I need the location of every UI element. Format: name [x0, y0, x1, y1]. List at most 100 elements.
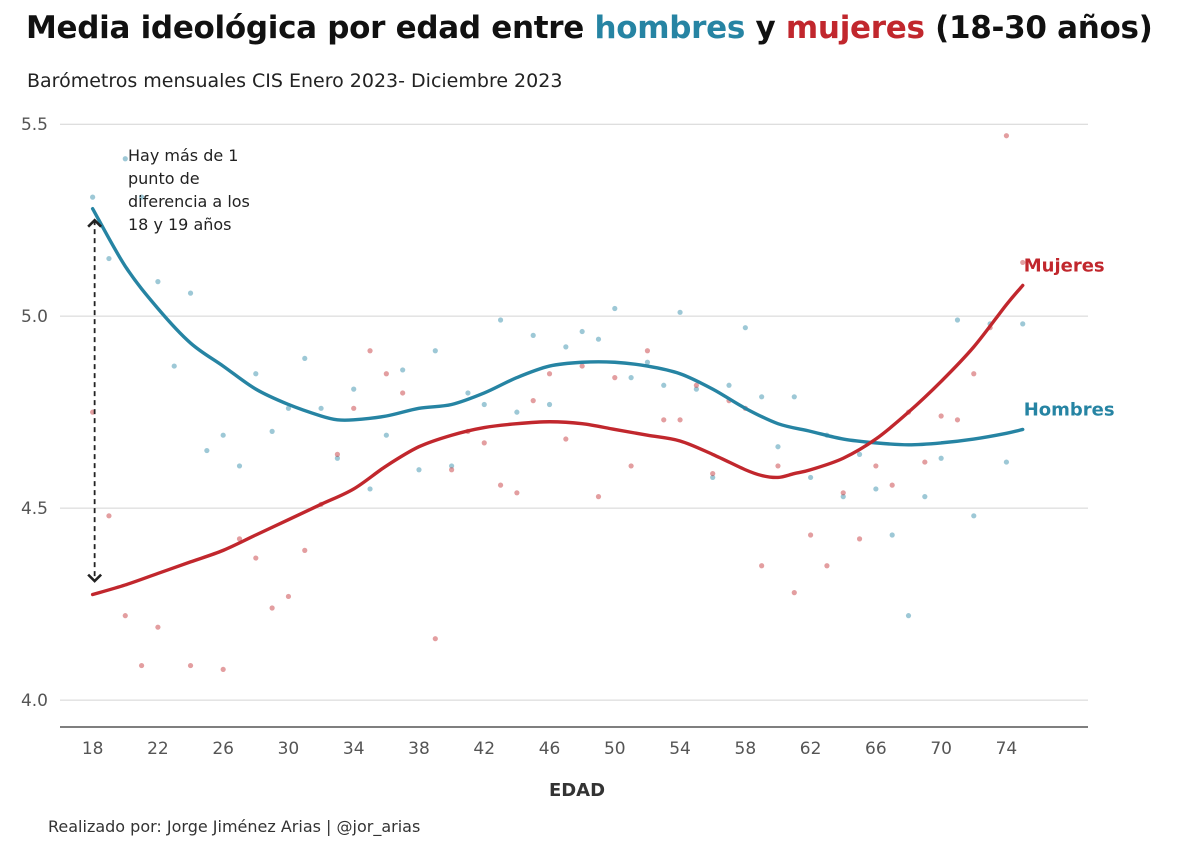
y-tick-label: 5.0: [21, 307, 48, 327]
lines-layer: Hombres Mujeres: [90, 206, 1115, 597]
mujeres-point: [432, 636, 438, 642]
mujeres-point: [661, 417, 667, 423]
hombres-point: [1003, 459, 1010, 465]
hombres-point: [579, 328, 585, 335]
hombres-point: [628, 375, 634, 381]
hombres-point: [122, 156, 128, 162]
mujeres-point: [971, 371, 977, 377]
mujeres-trend-line: [90, 283, 1025, 597]
hombres-point: [138, 194, 145, 200]
mujeres-point: [808, 532, 814, 538]
chart-subtitle: Barómetros mensuales CIS Enero 2023- Dic…: [27, 70, 563, 92]
hombres-point: [530, 332, 536, 338]
mujeres-point: [922, 459, 928, 465]
x-tick-label: 22: [147, 739, 169, 759]
title-part-1: Media ideológica por edad entre: [26, 10, 595, 46]
x-tick-label: 26: [212, 739, 234, 759]
mujeres-point: [302, 547, 308, 553]
mujeres-point: [710, 470, 716, 477]
x-tick-label: 50: [604, 739, 626, 759]
x-tick-label: 70: [930, 739, 952, 759]
y-tick-label: 4.5: [21, 499, 48, 519]
hombres-point: [302, 355, 308, 362]
mujeres-point: [579, 363, 585, 369]
chart-title: Media ideológica por edad entre hombres …: [26, 10, 1153, 46]
hombres-point: [269, 428, 275, 434]
x-axis-label: EDAD: [549, 780, 605, 801]
x-tick-label: 34: [343, 739, 365, 759]
hombres-point: [367, 486, 373, 492]
x-tick-label: 42: [473, 739, 495, 759]
hombres-point: [155, 279, 161, 285]
mujeres-point: [840, 490, 846, 496]
mujeres-point: [122, 613, 128, 619]
mujeres-point: [938, 413, 944, 419]
hombres-point: [563, 344, 569, 350]
mujeres-point: [644, 348, 651, 354]
x-tick-label: 54: [669, 739, 691, 759]
hombres-point: [856, 451, 863, 457]
hombres-point: [1020, 321, 1026, 327]
mujeres-point: [449, 467, 455, 473]
hombres-point: [775, 444, 781, 450]
mujeres-point: [514, 490, 520, 496]
mujeres-point: [595, 494, 602, 500]
mujeres-series-label: Mujeres: [1024, 255, 1105, 276]
mujeres-point: [1020, 259, 1026, 266]
hombres-point: [465, 390, 471, 396]
mujeres-point: [775, 463, 781, 469]
mujeres-point: [497, 482, 504, 488]
hombres-point: [220, 432, 226, 438]
hombres-point: [954, 317, 961, 323]
hombres-point: [889, 532, 895, 538]
axis-layer: 4.0 4.5 5.0 5.5 18 22 26 30 34 38 42 46 50 54 58 62 66 70…: [21, 115, 1088, 801]
mujeres-point: [383, 371, 389, 377]
grid-layer: [60, 123, 1088, 701]
mujeres-point: [334, 451, 340, 457]
hombres-point: [595, 336, 602, 342]
mujeres-point: [856, 536, 863, 542]
hombres-point: [791, 394, 797, 400]
y-tick-label: 4.0: [21, 691, 48, 711]
hombres-point: [938, 455, 944, 461]
mujeres-point: [873, 463, 879, 469]
hombres-point: [546, 401, 553, 408]
mujeres-point: [824, 563, 830, 569]
points-layer: [90, 133, 1026, 673]
title-hombres: hombres: [594, 10, 746, 46]
mujeres-point: [253, 555, 259, 561]
hombres-point: [612, 305, 618, 312]
mujeres-point: [612, 375, 618, 381]
hombres-point: [400, 367, 406, 373]
x-tick-label: 66: [865, 739, 887, 759]
mujeres-point: [546, 371, 553, 377]
hombres-point: [90, 194, 96, 200]
chart-caption: Realizado por: Jorge Jiménez Arias | @jo…: [48, 817, 421, 836]
hombres-point: [497, 317, 504, 323]
y-tick-label: 5.5: [21, 115, 48, 135]
hombres-point: [677, 309, 683, 315]
mujeres-point: [285, 593, 292, 600]
title-mujeres: mujeres: [785, 10, 925, 46]
title-part-2: y: [745, 10, 786, 46]
hombres-point: [334, 455, 340, 461]
x-tick-label: 74: [996, 739, 1018, 759]
hombres-point: [726, 382, 732, 388]
mujeres-point: [187, 662, 194, 669]
mujeres-point: [400, 390, 406, 396]
x-tick-label: 46: [539, 739, 561, 759]
hombres-point: [106, 255, 112, 262]
hombres-point: [318, 405, 324, 411]
mujeres-point: [220, 666, 226, 673]
hombres-point: [661, 382, 667, 388]
mujeres-point: [351, 405, 357, 411]
hombres-point: [204, 447, 210, 454]
annotation-text-line: diferencia a los: [128, 192, 250, 211]
mujeres-point: [563, 436, 569, 442]
x-tick-label: 18: [82, 739, 104, 759]
mujeres-point: [481, 440, 487, 446]
annotation-text-line: 18 y 19 años: [128, 215, 232, 234]
mujeres-point: [954, 417, 961, 423]
hombres-point: [383, 432, 389, 438]
hombres-series-label: Hombres: [1024, 399, 1115, 420]
